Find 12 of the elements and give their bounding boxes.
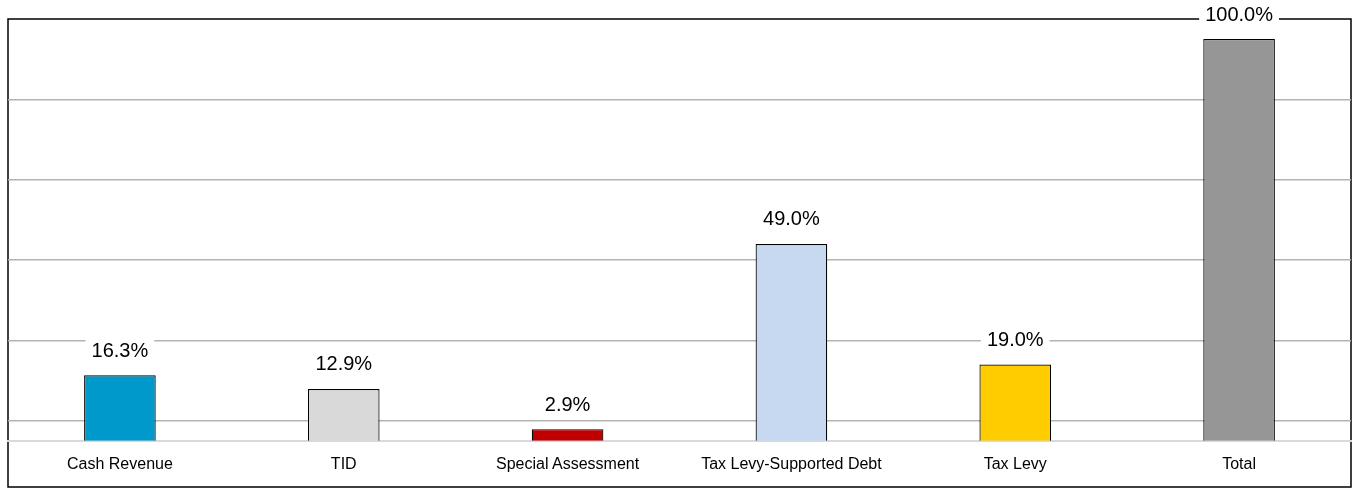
data-label: 49.0% [763, 207, 820, 230]
x-tick-label: TID [330, 454, 357, 472]
data-label: 16.3% [91, 338, 149, 361]
x-tick-label: Tax Levy [983, 454, 1047, 472]
data-label: 100.0% [1205, 2, 1274, 25]
data-label: 19.0% [986, 327, 1044, 350]
x-tick-label: Special Assessment [495, 454, 640, 472]
x-tick-label: Cash Revenue [66, 454, 173, 472]
data-label: 2.9% [544, 392, 591, 415]
x-tick-label: Total [1222, 454, 1256, 472]
x-tick-label: Tax Levy-Supported Debt [701, 454, 883, 472]
data-label: 12.9% [315, 352, 373, 375]
